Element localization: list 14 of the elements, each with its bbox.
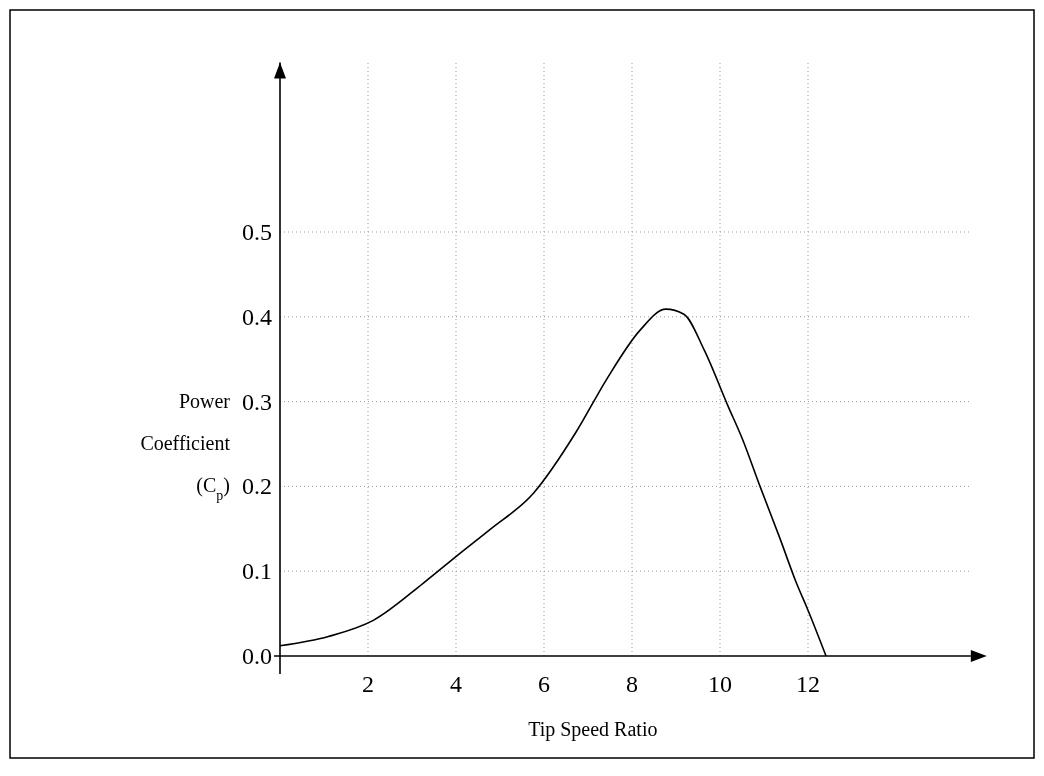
x-tick-label: 2 [362,671,374,697]
y-tick-label: 0.5 [242,219,272,245]
y-tick-label: 0.1 [242,558,272,585]
x-tick-label: 6 [538,671,550,697]
x-tick-label: 8 [626,671,638,697]
y-tick-label: 0.2 [242,473,272,500]
x-tick-label: 10 [708,671,732,697]
x-tick-label: 12 [796,671,820,697]
y-axis-title: Power Coefficient (C$_{p}$) [140,390,231,503]
y-tick-label: 0.4 [242,303,272,330]
y-tick-label: 0.0 [242,643,272,669]
x-tick-label: 4 [450,671,462,697]
y-tick-label: 0.3 [242,388,272,415]
x-axis-title: Tip Speed Ratio [528,718,658,741]
